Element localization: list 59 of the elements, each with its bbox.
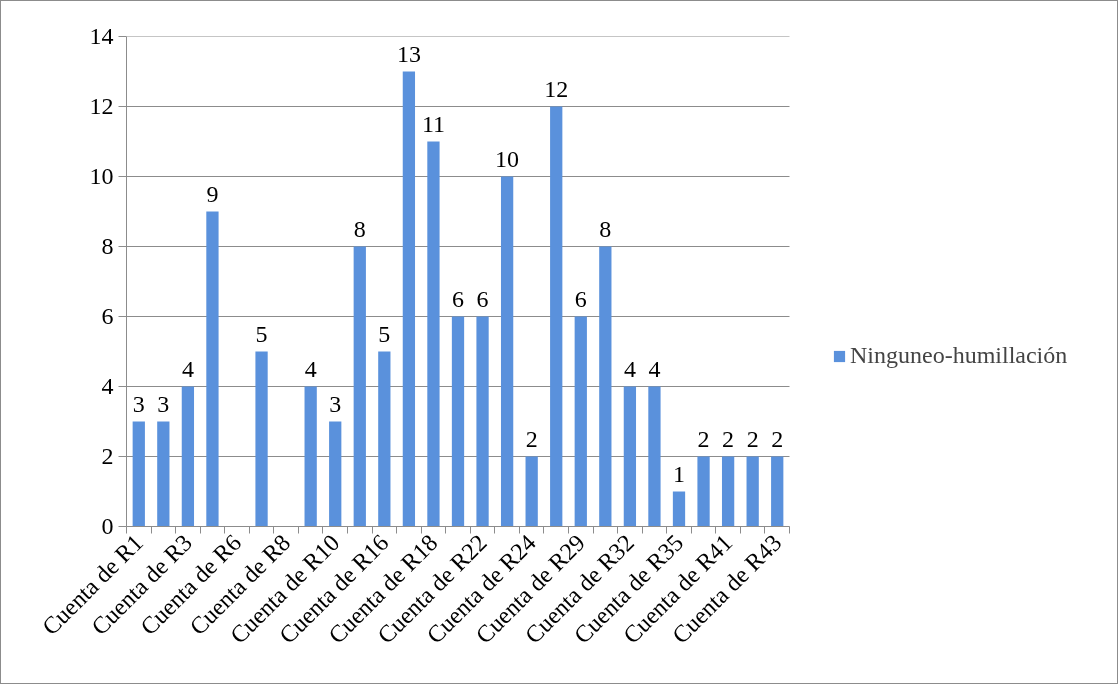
- data-label: 11: [421, 110, 445, 137]
- bar: [476, 316, 489, 527]
- y-tick-label: 14: [89, 23, 114, 49]
- data-label: 6: [574, 285, 587, 312]
- bar: [353, 246, 366, 527]
- data-label: 8: [353, 215, 366, 242]
- y-tick-label: 4: [101, 373, 114, 399]
- bar: [648, 386, 661, 527]
- data-label: 2: [771, 425, 784, 452]
- data-label: 3: [329, 390, 342, 417]
- bar: [451, 316, 465, 527]
- y-tick-label: 2: [101, 443, 114, 469]
- data-label: 8: [599, 215, 612, 242]
- data-label: 2: [746, 425, 759, 452]
- data-label: 9: [206, 180, 219, 207]
- bar: [157, 421, 170, 527]
- bar: [304, 386, 317, 527]
- data-label: 1: [673, 460, 685, 487]
- data-label: 4: [181, 355, 194, 382]
- data-label: 13: [396, 40, 421, 67]
- data-label: 3: [157, 390, 170, 417]
- y-tick-label: 6: [101, 303, 114, 329]
- data-label: 12: [544, 75, 569, 102]
- data-label: 2: [525, 425, 538, 452]
- bar: [599, 246, 612, 527]
- data-label: 6: [476, 285, 489, 312]
- bar: [181, 386, 195, 527]
- bar: [746, 456, 759, 527]
- data-label: 6: [452, 285, 464, 312]
- y-tick-label: 8: [101, 233, 114, 259]
- bar: [402, 71, 416, 527]
- y-tick-label: 12: [89, 93, 114, 119]
- bar: [550, 106, 563, 527]
- bar: [574, 316, 587, 527]
- bar: [206, 211, 219, 527]
- bar: [623, 386, 637, 527]
- data-label: 4: [304, 355, 317, 382]
- data-label: 4: [648, 355, 661, 382]
- bar: [525, 456, 538, 527]
- data-label: 5: [255, 320, 268, 347]
- bar: [132, 421, 145, 527]
- bar: [378, 351, 391, 527]
- bar: [427, 141, 440, 527]
- data-label: 5: [378, 320, 391, 347]
- y-tick-label: 0: [101, 513, 114, 539]
- data-label: 3: [132, 390, 145, 417]
- data-label: 4: [623, 355, 636, 382]
- bar: [672, 491, 686, 527]
- bar: [721, 456, 735, 527]
- data-label: 10: [495, 145, 520, 172]
- data-label: 2: [697, 425, 710, 452]
- bar: [329, 421, 342, 527]
- y-tick-label: 10: [89, 163, 114, 189]
- bar: [697, 456, 710, 527]
- bar: [500, 176, 514, 527]
- bar: [255, 351, 268, 527]
- bar: [771, 456, 784, 527]
- legend-label: Ninguneo-humillación: [850, 342, 1068, 369]
- data-label: 2: [722, 425, 735, 452]
